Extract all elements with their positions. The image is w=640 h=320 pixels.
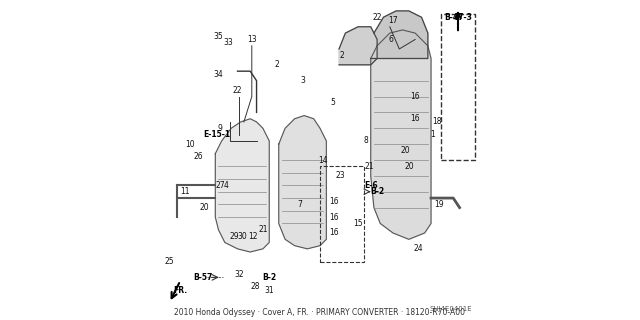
Polygon shape xyxy=(279,116,326,249)
Text: 6: 6 xyxy=(389,35,394,44)
Text: 34: 34 xyxy=(213,70,223,79)
Text: 16: 16 xyxy=(410,92,420,101)
Text: 20: 20 xyxy=(404,162,413,171)
Text: 16: 16 xyxy=(330,197,339,206)
Polygon shape xyxy=(371,30,431,239)
Text: 15: 15 xyxy=(353,219,363,228)
Text: 19: 19 xyxy=(434,200,444,209)
Text: 11: 11 xyxy=(180,187,190,196)
Polygon shape xyxy=(371,11,428,59)
Text: 35: 35 xyxy=(213,32,223,41)
Text: 8: 8 xyxy=(364,136,369,146)
Polygon shape xyxy=(215,119,269,252)
Text: 21: 21 xyxy=(258,225,268,234)
Text: 21: 21 xyxy=(364,162,374,171)
Text: 18: 18 xyxy=(433,117,442,126)
Text: 20: 20 xyxy=(200,203,209,212)
Text: B-47-3: B-47-3 xyxy=(444,13,472,22)
Text: 1: 1 xyxy=(430,130,435,139)
Text: 24: 24 xyxy=(413,244,423,253)
Text: 17: 17 xyxy=(388,16,398,25)
Text: 2: 2 xyxy=(340,51,344,60)
Text: 10: 10 xyxy=(185,140,195,148)
Text: B-57: B-57 xyxy=(193,273,212,282)
Text: 13: 13 xyxy=(247,35,257,44)
Text: 20: 20 xyxy=(401,146,410,155)
Text: 29: 29 xyxy=(230,232,239,241)
Text: FR.: FR. xyxy=(173,285,188,295)
Text: 30: 30 xyxy=(237,232,247,241)
Text: 9: 9 xyxy=(218,124,223,133)
Text: 12: 12 xyxy=(248,232,258,241)
Text: B-2: B-2 xyxy=(262,273,276,282)
Text: 31: 31 xyxy=(264,285,274,295)
Text: 2010 Honda Odyssey · Cover A, FR. · PRIMARY CONVERTER · 18120-R70-A00: 2010 Honda Odyssey · Cover A, FR. · PRIM… xyxy=(175,308,465,317)
Text: 16: 16 xyxy=(410,114,420,123)
Text: 2: 2 xyxy=(275,60,280,69)
Text: B-2: B-2 xyxy=(370,187,384,196)
Text: 27: 27 xyxy=(215,181,225,190)
Text: 22: 22 xyxy=(233,86,243,95)
Text: 4: 4 xyxy=(224,181,229,190)
Text: SHJ4E0401E: SHJ4E0401E xyxy=(429,306,472,312)
Text: 7: 7 xyxy=(297,200,302,209)
Text: E-15-1: E-15-1 xyxy=(204,130,230,139)
Text: 26: 26 xyxy=(193,152,203,161)
Text: 33: 33 xyxy=(223,38,233,47)
Text: 25: 25 xyxy=(164,257,174,266)
Text: 22: 22 xyxy=(372,13,382,22)
Text: 32: 32 xyxy=(234,270,244,279)
Text: E-6: E-6 xyxy=(364,181,378,190)
Text: 14: 14 xyxy=(318,156,328,164)
Text: 16: 16 xyxy=(330,212,339,222)
Text: 23: 23 xyxy=(336,172,346,180)
Polygon shape xyxy=(339,27,377,65)
Text: 3: 3 xyxy=(300,76,305,85)
Text: 28: 28 xyxy=(250,282,260,292)
Text: 16: 16 xyxy=(330,228,339,237)
Text: 5: 5 xyxy=(330,99,335,108)
